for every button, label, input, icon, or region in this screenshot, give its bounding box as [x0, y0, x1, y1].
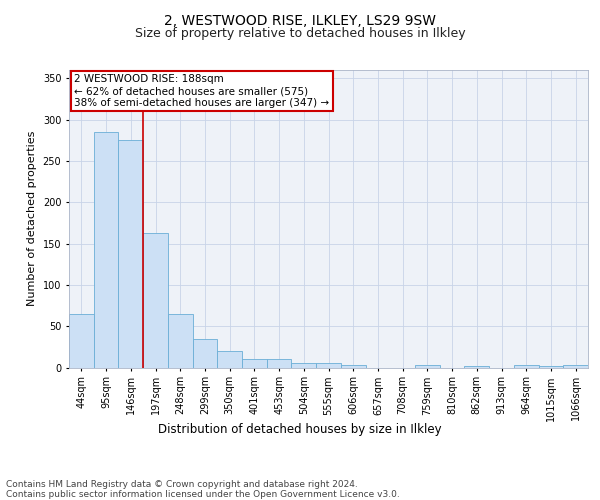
Text: Distribution of detached houses by size in Ilkley: Distribution of detached houses by size …	[158, 422, 442, 436]
Bar	[242, 359, 267, 368]
Text: 2 WESTWOOD RISE: 188sqm
← 62% of detached houses are smaller (575)
38% of semi-d: 2 WESTWOOD RISE: 188sqm ← 62% of detache…	[74, 74, 329, 108]
Text: Size of property relative to detached houses in Ilkley: Size of property relative to detached ho…	[134, 28, 466, 40]
Bar	[168, 314, 193, 368]
Bar	[267, 359, 292, 368]
Bar	[316, 364, 341, 368]
Bar	[193, 338, 217, 368]
Text: 2, WESTWOOD RISE, ILKLEY, LS29 9SW: 2, WESTWOOD RISE, ILKLEY, LS29 9SW	[164, 14, 436, 28]
Bar	[464, 366, 489, 368]
Y-axis label: Number of detached properties: Number of detached properties	[27, 131, 37, 306]
Bar	[143, 233, 168, 368]
Bar	[539, 366, 563, 368]
Bar	[415, 365, 440, 368]
Bar	[69, 314, 94, 368]
Bar	[563, 365, 588, 368]
Bar	[514, 365, 539, 368]
Bar	[94, 132, 118, 368]
Text: Contains HM Land Registry data © Crown copyright and database right 2024.
Contai: Contains HM Land Registry data © Crown c…	[6, 480, 400, 499]
Bar	[217, 351, 242, 368]
Bar	[292, 364, 316, 368]
Bar	[341, 365, 365, 368]
Bar	[118, 140, 143, 368]
